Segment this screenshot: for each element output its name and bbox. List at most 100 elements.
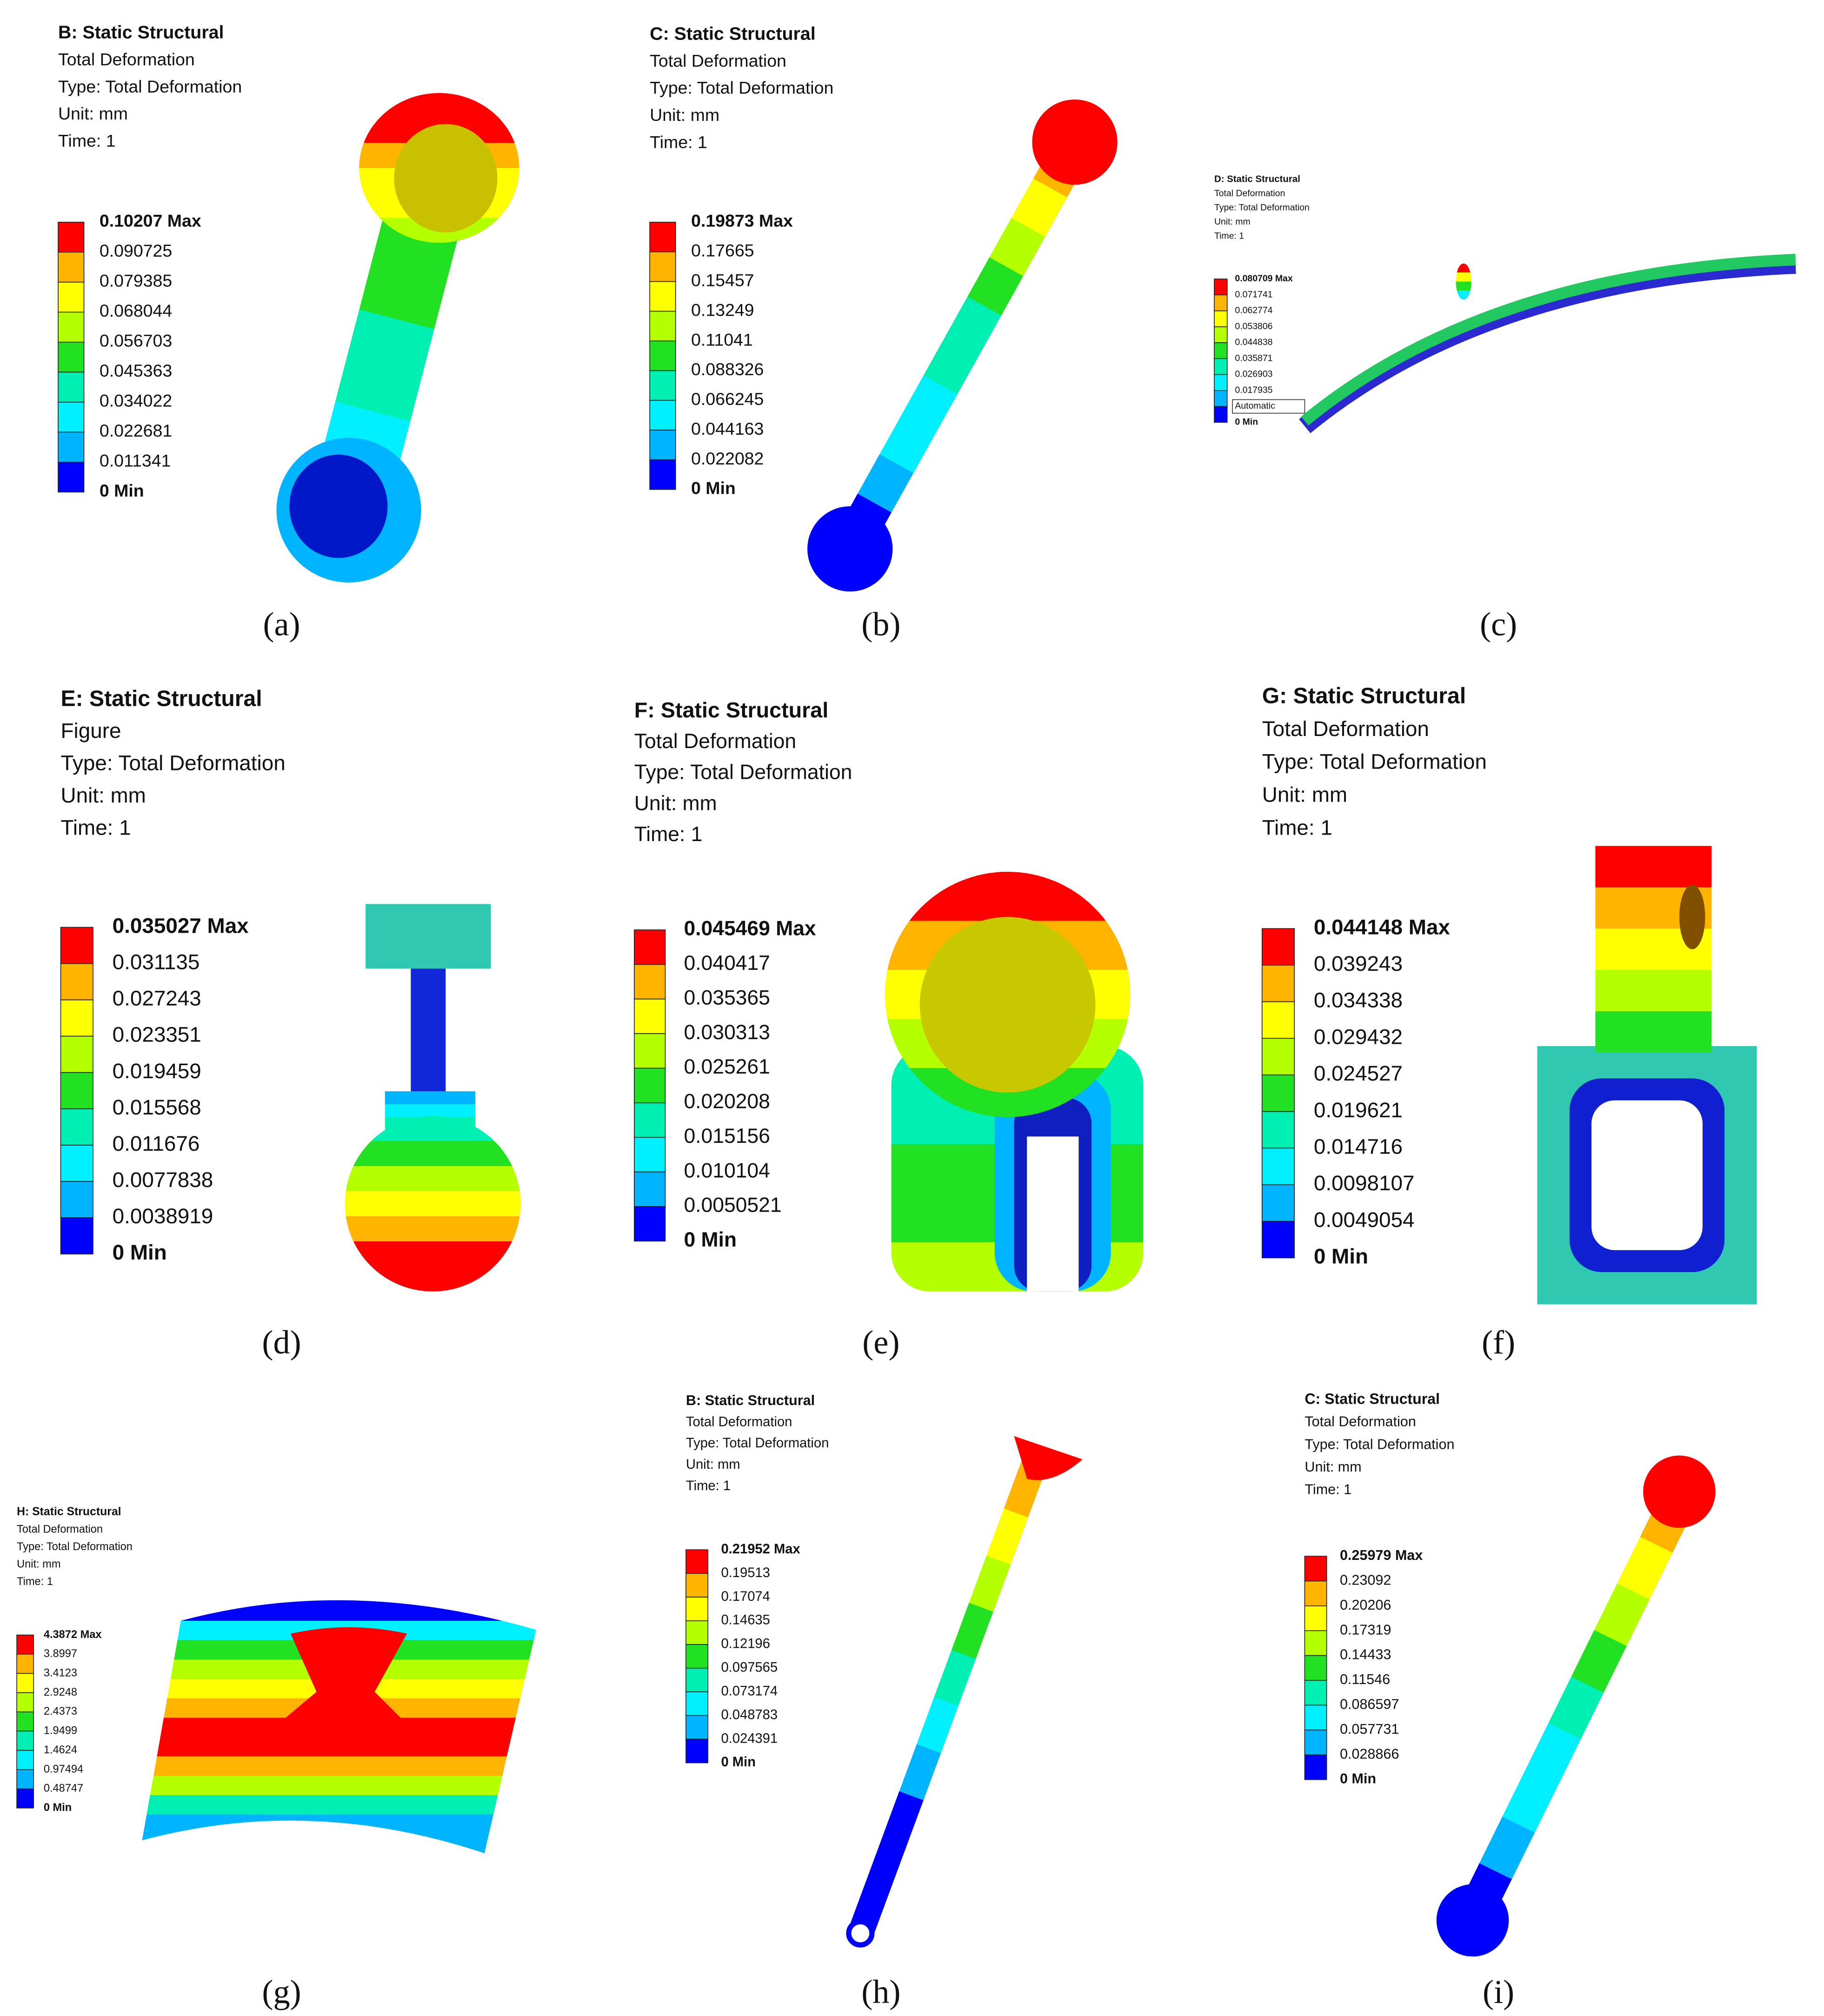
- legend-swatch: [16, 1654, 34, 1674]
- header-line: Unit: mm: [650, 105, 719, 125]
- header-line: Unit: mm: [17, 1558, 60, 1570]
- header-line: Unit: mm: [61, 783, 146, 807]
- part: [1027, 1136, 1079, 1292]
- legend-swatch: [1304, 1704, 1327, 1731]
- legend-label: 0.19873 Max: [691, 211, 793, 231]
- part: [394, 124, 498, 233]
- legend-swatch: [1214, 326, 1228, 343]
- header-line: Time: 1: [17, 1576, 53, 1588]
- legend-swatch: [1261, 1001, 1295, 1039]
- header-line: Type: Total Deformation: [61, 751, 286, 775]
- legend-swatch: [16, 1769, 34, 1790]
- header-line: Unit: mm: [1262, 783, 1347, 807]
- legend-label: 0.034022: [100, 391, 172, 411]
- legend-label: 0.073174: [721, 1684, 778, 1698]
- legend-label: 0.0049054: [1314, 1208, 1415, 1232]
- legend-label: 0.097565: [721, 1660, 778, 1675]
- panel-title: C: Static Structural: [1305, 1390, 1440, 1407]
- legend-swatch: [16, 1692, 34, 1712]
- legend-label: 0.015568: [113, 1095, 201, 1119]
- legend-swatch: [686, 1738, 708, 1764]
- legend-swatch: [1261, 1184, 1295, 1222]
- legend-swatch: [1304, 1630, 1327, 1656]
- legend-label: 0.024527: [1314, 1061, 1403, 1085]
- legend-label: 0.090725: [100, 241, 172, 260]
- legend-swatch: [58, 371, 85, 403]
- header-line: Time: 1: [58, 131, 116, 151]
- legend-swatch: [649, 311, 676, 342]
- legend-swatch: [686, 1620, 708, 1645]
- header-line: Total Deformation: [686, 1414, 792, 1429]
- legend-swatch: [686, 1715, 708, 1740]
- legend-label: 0 Min: [1235, 417, 1258, 427]
- header-line: Type: Total Deformation: [650, 78, 833, 98]
- legend-label: 0.12196: [721, 1637, 770, 1651]
- header-line: Type: Total Deformation: [58, 77, 242, 96]
- legend-label: 0.010104: [684, 1159, 770, 1182]
- legend-swatch: [649, 459, 676, 490]
- legend-label: 0.13249: [691, 300, 754, 319]
- header-line: Time: 1: [1262, 816, 1332, 839]
- legend-label: 0.053806: [1235, 321, 1272, 332]
- legend-label: 1.9499: [44, 1725, 77, 1737]
- legend-label: 0.086597: [1340, 1697, 1399, 1712]
- legend-label: 0 Min: [684, 1228, 737, 1251]
- legend-label: 0 Min: [691, 478, 736, 498]
- legend-label: 0.068044: [100, 301, 172, 320]
- legend-swatch: [1304, 1605, 1327, 1631]
- legend-label: 0.023351: [113, 1023, 201, 1047]
- legend-swatch: [58, 431, 85, 463]
- edit-box: [1232, 399, 1305, 414]
- legend-swatch: [633, 1171, 666, 1207]
- header-line: Unit: mm: [1305, 1459, 1361, 1475]
- caption: (i): [1483, 1973, 1514, 2010]
- legend-label: 0.019621: [1314, 1098, 1403, 1122]
- legend-label: 0.0077838: [113, 1168, 213, 1192]
- header-line: Time: 1: [686, 1479, 731, 1493]
- legend-swatch: [1214, 342, 1228, 359]
- legend-label: 0.020208: [684, 1090, 770, 1113]
- legend-label: 0 Min: [113, 1240, 167, 1264]
- legend-swatch: [1261, 965, 1295, 1002]
- legend-swatch: [686, 1549, 708, 1574]
- legend-swatch: [633, 1068, 666, 1103]
- legend-swatch: [16, 1731, 34, 1751]
- legend-swatch: [58, 252, 85, 283]
- header-line: Total Deformation: [1262, 717, 1429, 741]
- legend-swatch: [16, 1750, 34, 1770]
- legend-swatch: [1304, 1556, 1327, 1582]
- legend-label: 0.019459: [113, 1059, 201, 1083]
- legend-swatch: [633, 1102, 666, 1138]
- legend-swatch: [60, 1217, 93, 1254]
- legend-swatch: [58, 462, 85, 493]
- legend-label: 0 Min: [44, 1802, 72, 1814]
- legend-label: 0.20206: [1340, 1597, 1391, 1613]
- legend-label: 0.045363: [100, 361, 172, 380]
- part: [1595, 846, 1712, 1053]
- legend-swatch: [1261, 1111, 1295, 1149]
- legend-label: 0.039243: [1314, 952, 1403, 975]
- panel-title: B: Static Structural: [58, 22, 224, 43]
- legend-swatch: [60, 999, 93, 1037]
- legend-label: 1.4624: [44, 1744, 77, 1756]
- legend-swatch: [1304, 1730, 1327, 1756]
- header-line: Total Deformation: [17, 1523, 103, 1535]
- header-line: Time: 1: [650, 132, 707, 152]
- legend-swatch: [686, 1644, 708, 1669]
- legend-swatch: [686, 1691, 708, 1716]
- legend-swatch: [649, 370, 676, 401]
- legend-label: 2.4373: [44, 1705, 77, 1718]
- legend-swatch: [16, 1788, 34, 1809]
- legend-swatch: [16, 1711, 34, 1732]
- legend-label: 0.031135: [113, 950, 200, 974]
- legend-label: 0.035871: [1235, 353, 1272, 363]
- legend-label: 0.045469 Max: [684, 917, 816, 940]
- part: [411, 968, 446, 1092]
- caption: (a): [263, 606, 300, 643]
- legend-swatch: [649, 221, 676, 252]
- legend-label: 0.022681: [100, 421, 172, 440]
- legend-label: 0.11041: [691, 330, 753, 349]
- legend-label: 0.048783: [721, 1707, 778, 1722]
- legend-swatch: [633, 964, 666, 1000]
